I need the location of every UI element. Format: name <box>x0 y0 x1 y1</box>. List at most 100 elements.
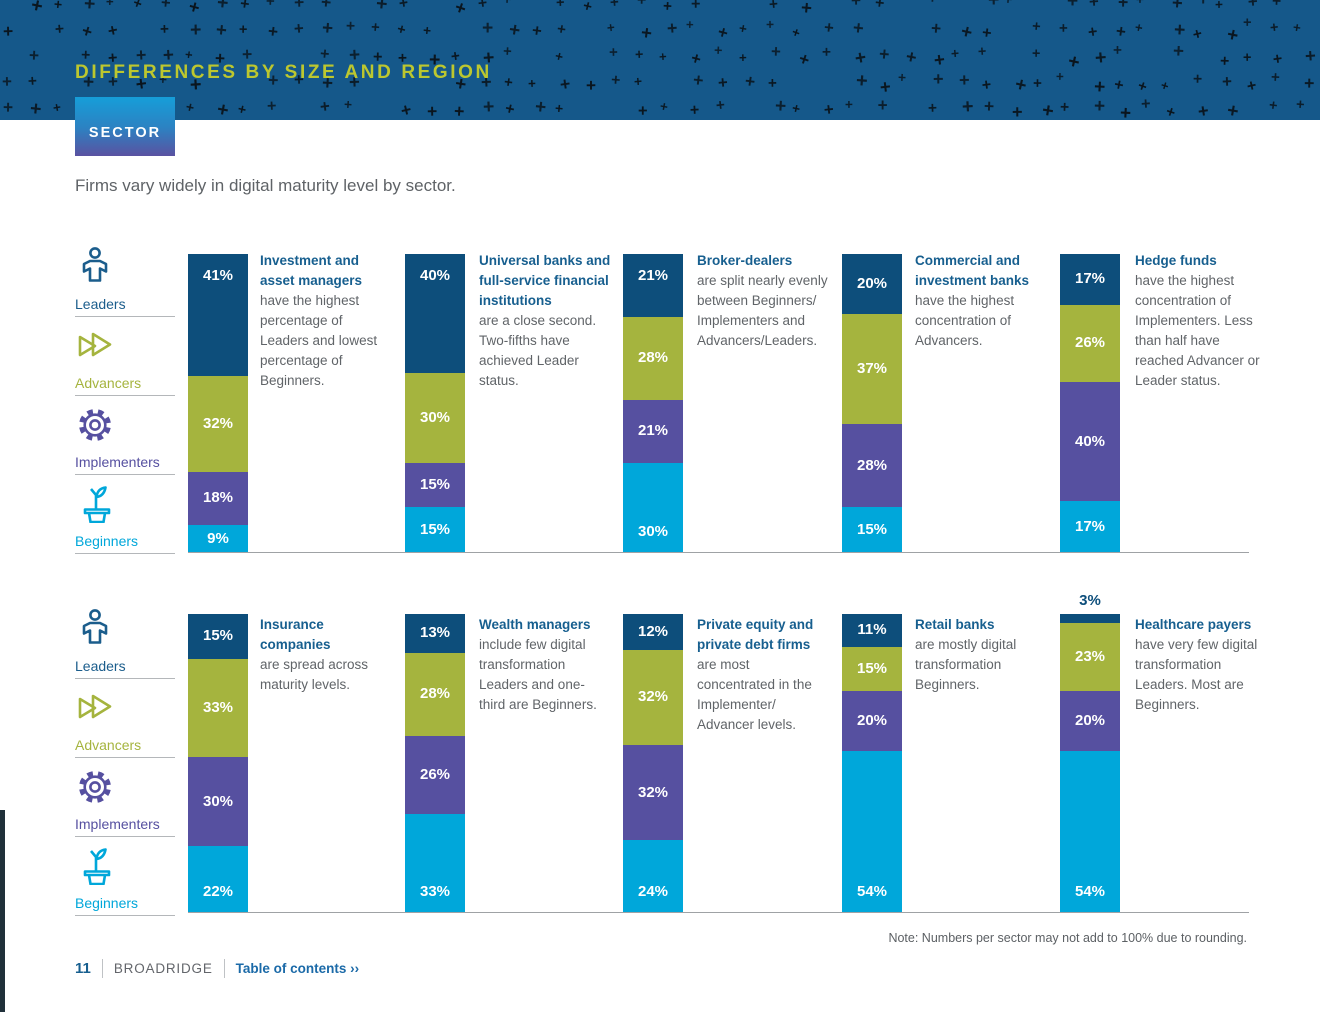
brand-logo: BROADRIDGE <box>113 961 213 976</box>
plus-glyph: + <box>691 69 705 91</box>
sector-heading: Investment and asset managers <box>260 253 363 288</box>
plus-glyph: + <box>658 48 668 64</box>
plus-glyph: + <box>293 18 305 38</box>
plus-glyph: + <box>1117 0 1129 13</box>
plus-glyph: + <box>1133 19 1144 36</box>
plus-glyph: + <box>850 0 862 11</box>
sector-description: are most concentrated in the Implementer… <box>697 657 812 732</box>
plus-glyph: + <box>183 98 196 116</box>
bar-segment-beginners: 24% <box>623 840 683 912</box>
plus-glyph: + <box>690 0 700 13</box>
bar-segment-value: 12% <box>637 622 669 640</box>
plus-glyph: + <box>927 0 937 7</box>
plus-glyph: + <box>186 0 202 19</box>
plus-glyph: + <box>1032 75 1042 93</box>
table-of-contents-link[interactable]: Table of contents ›› <box>235 961 360 976</box>
plus-glyph: + <box>822 17 835 38</box>
sector-description: have the highest concentration of Advanc… <box>915 293 1015 348</box>
legend-item-advancers: Advancers <box>75 325 175 396</box>
page-edge-strip <box>0 810 5 1012</box>
plus-glyph: + <box>714 42 724 60</box>
plus-glyph: + <box>422 22 432 38</box>
bar-segment-implementers: 26% <box>405 736 465 814</box>
legend-item-leaders: Leaders <box>75 246 175 317</box>
bar-broker-dealers: 21% 28% 21% 30% <box>623 254 683 552</box>
plus-glyph: + <box>658 98 670 115</box>
bar-segment-value: 20% <box>856 712 888 730</box>
plus-glyph: + <box>1221 71 1233 91</box>
sector-description: are split nearly evenly between Beginner… <box>697 273 828 348</box>
bar-segment-value: 15% <box>856 660 888 678</box>
tab-sector[interactable]: SECTOR <box>75 97 175 156</box>
plus-glyph: + <box>932 69 944 90</box>
plus-glyph: + <box>1059 19 1068 37</box>
legend-item-beginners: Beginners <box>75 483 175 554</box>
plus-glyph: + <box>689 101 700 119</box>
bar-segment-value: 11% <box>857 621 887 639</box>
bar-segment-value: 32% <box>637 783 669 801</box>
legend-label-advancers: Advancers <box>75 737 142 753</box>
plus-glyph: + <box>738 20 749 37</box>
sector-text-retail-banks: Retail banks are mostly digital transform… <box>915 615 1047 695</box>
plus-glyph: + <box>507 19 522 43</box>
bar-segment-value: 15% <box>856 520 888 538</box>
sector-text-private-equity-and-private-debt-firms: Private equity and private debt firms are… <box>697 615 829 735</box>
bar-segment-implementers: 28% <box>842 423 902 508</box>
sector-heading: Private equity and private debt firms <box>697 617 814 652</box>
bar-segment-leaders: 20% <box>842 254 902 314</box>
bar-segment-value: 17% <box>1074 270 1106 288</box>
plus-glyph: + <box>1065 49 1082 74</box>
bar-segment-advancers: 26% <box>1060 304 1120 383</box>
bar-segment-value: 41% <box>202 267 234 284</box>
sector-heading: Healthcare payers <box>1135 617 1252 632</box>
plus-glyph: + <box>977 43 988 61</box>
page-number: 11 <box>75 960 91 977</box>
plus-glyph: + <box>789 24 803 42</box>
sector-heading: Universal banks and full-service financi… <box>479 253 611 308</box>
sector-heading: Broker-dealers <box>697 253 793 268</box>
sector-heading: Wealth managers <box>479 617 591 632</box>
page-header: + + + + + + + + + + + + + + + + + + + + + + + + + + + + + + + + + + + + + + + +… <box>0 0 1320 120</box>
plus-glyph: + <box>1292 18 1303 36</box>
sector-heading: Insurance companies <box>260 617 331 652</box>
plus-glyph: + <box>1271 0 1282 11</box>
plus-glyph: + <box>1225 99 1241 120</box>
plus-glyph: + <box>555 0 565 12</box>
advancer-forward-icon <box>78 694 112 719</box>
legend-item-beginners: Beginners <box>75 845 175 916</box>
sector-text-healthcare-payers: Healthcare payers have very few digital t… <box>1135 615 1267 715</box>
footer-divider <box>223 959 225 978</box>
plus-glyph: + <box>1243 49 1252 67</box>
plus-glyph: + <box>558 72 572 95</box>
plus-glyph: + <box>266 96 277 116</box>
plus-glyph: + <box>714 96 726 115</box>
plus-glyph: + <box>1172 40 1185 62</box>
bar-segment-value: 28% <box>856 456 888 474</box>
plus-glyph: + <box>319 96 332 117</box>
bar-segment-value: 15% <box>419 520 451 538</box>
bar-segment-value: 40% <box>419 267 451 284</box>
plus-glyph: + <box>855 69 869 93</box>
bar-segment-beginners: 54% <box>842 751 902 912</box>
implementer-gear-icon <box>79 409 111 441</box>
plus-glyph: + <box>685 17 694 33</box>
legend-label-beginners: Beginners <box>75 533 139 549</box>
plus-glyph: + <box>482 95 495 118</box>
bar-commercial-and-investment-banks: 20% 37% 28% 15% <box>842 254 902 552</box>
sector-description: have the highest percentage of Leaders a… <box>260 293 378 388</box>
plus-glyph: + <box>662 0 673 15</box>
plus-glyph: + <box>852 16 866 39</box>
plus-glyph: + <box>503 100 517 120</box>
plus-glyph: + <box>345 18 355 36</box>
bar-segment-advancers: 32% <box>623 649 683 746</box>
bar-segment-advancers: 30% <box>405 373 465 463</box>
plus-glyph: + <box>1093 76 1106 99</box>
bar-segment-value: 33% <box>202 698 234 716</box>
plus-glyph: + <box>426 100 438 120</box>
bar-segment-leaders: 40% <box>405 254 465 374</box>
plus-glyph: + <box>585 75 597 96</box>
bar-segment-implementers: 32% <box>623 745 683 841</box>
plus-glyph: + <box>1012 73 1028 97</box>
plus-glyph: + <box>608 0 620 11</box>
plus-glyph: + <box>1094 46 1108 70</box>
